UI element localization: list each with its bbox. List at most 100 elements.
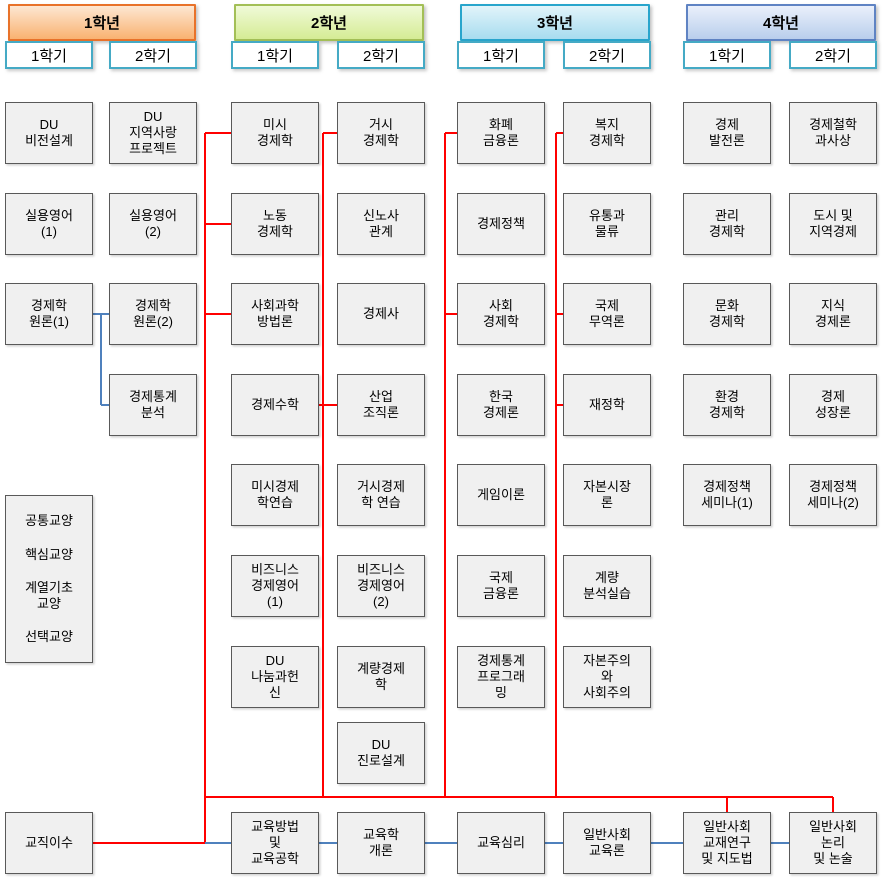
course-box-cultural-economics: 문화 경제학 [683, 283, 771, 345]
course-label: 경제정책 세미나(1) [701, 479, 753, 510]
year-header-label: 4학년 [763, 15, 799, 32]
course-box-economic-growth: 경제 성장론 [789, 374, 877, 436]
course-label: 계량 분석실습 [583, 570, 631, 601]
course-box-economic-history: 경제사 [337, 283, 425, 345]
course-box-education-methods-technology: 교육방법 및 교육공학 [231, 812, 319, 874]
course-box-social-studies-education: 일반사회 교육론 [563, 812, 651, 874]
course-box-du-career-design: DU 진로설계 [337, 722, 425, 784]
course-label: DU 지역사랑 프로젝트 [129, 109, 177, 156]
course-label: 도시 및 지역경제 [809, 208, 857, 239]
course-label: 미시 경제학 [257, 117, 293, 148]
course-label: 환경 경제학 [709, 389, 745, 420]
course-box-business-economic-english-1: 비즈니스 경제영어 (1) [231, 555, 319, 617]
course-label: 경제통계 분석 [129, 389, 177, 420]
year-header-label: 1학년 [84, 15, 120, 32]
course-box-social-economics: 사회 경제학 [457, 283, 545, 345]
course-label: 비즈니스 경제영어 (2) [357, 562, 405, 609]
course-label: 지식 경제론 [815, 298, 851, 329]
semester-tab-label: 2학기 [589, 47, 625, 65]
course-box-distribution-logistics: 유통과 물류 [563, 193, 651, 255]
course-box-teaching-certificate: 교직이수 [5, 812, 93, 874]
course-label: 실용영어 (2) [129, 208, 177, 239]
course-box-korean-economy: 한국 경제론 [457, 374, 545, 436]
general-education-item: 선택교양 [25, 628, 73, 644]
course-box-du-sharing-dedication: DU 나눔과헌 신 [231, 646, 319, 708]
course-label: DU 비전설계 [25, 117, 73, 148]
course-box-microeconomics: 미시 경제학 [231, 102, 319, 164]
semester-tab-year2-s1: 1학기 [231, 41, 319, 69]
semester-tab-label: 2학기 [135, 47, 171, 65]
course-box-capital-market: 자본시장 론 [563, 464, 651, 526]
course-box-macroeconomics-practice: 거시경제 학 연습 [337, 464, 425, 526]
course-box-public-finance: 재정학 [563, 374, 651, 436]
course-label: 비즈니스 경제영어 (1) [251, 562, 299, 609]
course-box-du-community-love-project: DU 지역사랑 프로젝트 [109, 102, 197, 164]
course-box-economic-statistics-analysis: 경제통계 분석 [109, 374, 197, 436]
course-box-practical-english-1: 실용영어 (1) [5, 193, 93, 255]
semester-tab-year2-s2: 2학기 [337, 41, 425, 69]
course-label: 계량경제 학 [357, 661, 405, 692]
course-box-monetary-finance: 화폐 금융론 [457, 102, 545, 164]
year-header-label: 3학년 [537, 15, 573, 32]
semester-tab-year3-s2: 2학기 [563, 41, 651, 69]
course-box-social-science-methodology: 사회과학 방법론 [231, 283, 319, 345]
course-box-economic-philosophy-thought: 경제철학 과사상 [789, 102, 877, 164]
course-box-economic-statistics-programming: 경제통계 프로그래 밍 [457, 646, 545, 708]
course-label: 신노사 관계 [363, 208, 399, 239]
semester-tab-label: 2학기 [815, 47, 851, 65]
course-label: 교육심리 [477, 835, 525, 851]
course-box-economic-development: 경제 발전론 [683, 102, 771, 164]
course-box-quantitative-analysis-practice: 계량 분석실습 [563, 555, 651, 617]
course-label: DU 나눔과헌 신 [251, 653, 299, 700]
course-label: 일반사회 교육론 [583, 827, 631, 858]
semester-tab-year4-s1: 1학기 [683, 41, 771, 69]
course-box-educational-psychology: 교육심리 [457, 812, 545, 874]
course-label: 관리 경제학 [709, 208, 745, 239]
course-box-capitalism-socialism: 자본주의 와 사회주의 [563, 646, 651, 708]
course-label: 자본주의 와 사회주의 [583, 653, 631, 700]
course-label: 경제 발전론 [709, 117, 745, 148]
course-label: 재정학 [589, 397, 625, 413]
course-label: 국제 금융론 [483, 570, 519, 601]
course-label: 일반사회 논리 및 논술 [809, 819, 857, 866]
semester-tab-label: 1학기 [31, 47, 67, 65]
year-header-4: 4학년 [686, 4, 876, 41]
course-box-international-trade: 국제 무역론 [563, 283, 651, 345]
course-label: 경제철학 과사상 [809, 117, 857, 148]
course-label: 자본시장 론 [583, 479, 631, 510]
course-box-econometrics: 계량경제 학 [337, 646, 425, 708]
general-education-box: 공통교양 핵심교양 계열기초 교양 선택교양 [5, 495, 93, 663]
course-label: 일반사회 교재연구 및 지도법 [701, 819, 753, 866]
semester-tab-year1-s1: 1학기 [5, 41, 93, 69]
course-label: 경제학 원론(1) [29, 298, 69, 329]
course-label: 복지 경제학 [589, 117, 625, 148]
course-box-industrial-organization: 산업 조직론 [337, 374, 425, 436]
course-label: 문화 경제학 [709, 298, 745, 329]
course-box-du-vision-design: DU 비전설계 [5, 102, 93, 164]
course-label: 교직이수 [25, 835, 73, 851]
course-label: 유통과 물류 [589, 208, 625, 239]
general-education-item: 공통교양 [25, 513, 73, 529]
course-label: 거시 경제학 [363, 117, 399, 148]
course-label: 경제수학 [251, 397, 299, 413]
course-box-social-studies-teaching-materials: 일반사회 교재연구 및 지도법 [683, 812, 771, 874]
course-box-environmental-economics: 환경 경제학 [683, 374, 771, 436]
semester-tab-year4-s2: 2학기 [789, 41, 877, 69]
year-header-2: 2학년 [234, 4, 424, 41]
course-label: 산업 조직론 [363, 389, 399, 420]
course-box-practical-english-2: 실용영어 (2) [109, 193, 197, 255]
semester-tab-year1-s2: 2학기 [109, 41, 197, 69]
year-header-3: 3학년 [460, 4, 650, 41]
course-box-game-theory: 게임이론 [457, 464, 545, 526]
semester-tab-label: 2학기 [363, 47, 399, 65]
course-label: 교육방법 및 교육공학 [251, 819, 299, 866]
course-label: DU 진로설계 [357, 737, 405, 768]
general-education-item: 계열기초 교양 [25, 579, 73, 611]
course-label: 경제정책 [477, 216, 525, 232]
course-label: 실용영어 (1) [25, 208, 73, 239]
semester-tab-label: 1학기 [709, 47, 745, 65]
year-header-1: 1학년 [8, 4, 196, 41]
course-box-urban-regional-economy: 도시 및 지역경제 [789, 193, 877, 255]
